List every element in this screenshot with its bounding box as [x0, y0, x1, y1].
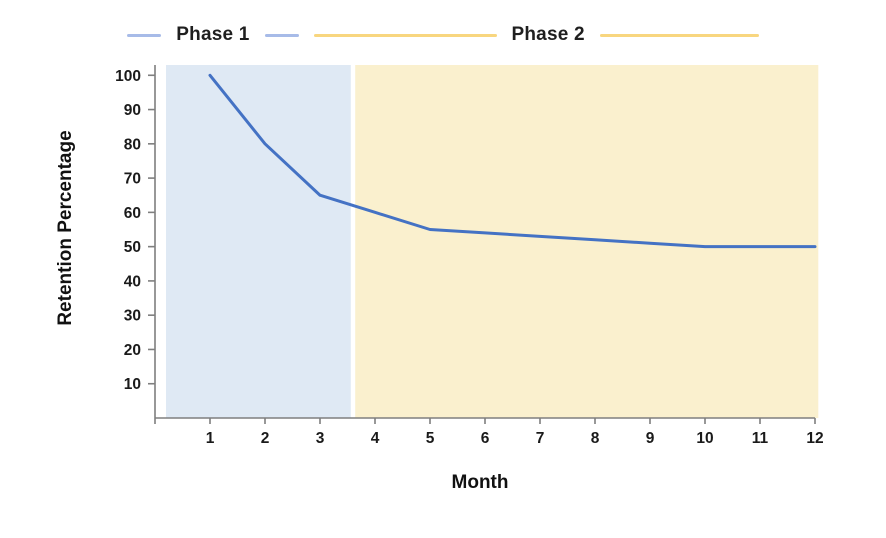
legend: Phase 1 Phase 2 — [0, 22, 886, 48]
y-tick-label: 50 — [124, 239, 141, 256]
x-tick-label: 9 — [646, 430, 655, 447]
y-tick-label: 30 — [124, 308, 141, 325]
x-tick-label: 1 — [206, 430, 215, 447]
x-tick-label: 2 — [261, 430, 270, 447]
x-tick-label: 10 — [696, 430, 713, 447]
y-tick-label: 60 — [124, 205, 141, 222]
series-line-retention — [208, 73, 817, 249]
y-axis-title: Retention Percentage — [55, 130, 76, 326]
legend-line-phase2-left — [313, 33, 497, 37]
y-tick-label: 70 — [124, 171, 141, 188]
y-tick-label: 90 — [124, 102, 141, 119]
region-phase-2 — [355, 65, 819, 418]
y-tick-label: 10 — [124, 376, 141, 393]
x-tick-label: 3 — [316, 430, 325, 447]
legend-label-phase2: Phase 2 — [511, 24, 585, 45]
x-tick-label: 6 — [481, 430, 490, 447]
legend-label-phase1: Phase 1 — [176, 24, 250, 45]
region-phase-1 — [166, 65, 351, 418]
x-tick-label: 8 — [591, 430, 600, 447]
legend-line-phase1-right — [264, 33, 299, 37]
legend-line-phase2-right — [599, 33, 759, 37]
x-tick-label: 7 — [536, 430, 545, 447]
x-axis-title: Month — [451, 472, 509, 493]
y-tick-label: 20 — [124, 342, 141, 359]
x-tick-label: 12 — [806, 430, 823, 447]
y-tick-label: 40 — [124, 273, 141, 290]
y-tick-label: 100 — [115, 68, 141, 85]
x-tick-label: 11 — [752, 430, 769, 447]
legend-line-phase1-left — [127, 33, 162, 37]
y-tick-label: 80 — [124, 136, 141, 153]
x-tick-label: 4 — [371, 430, 380, 447]
x-tick-label: 5 — [426, 430, 435, 447]
